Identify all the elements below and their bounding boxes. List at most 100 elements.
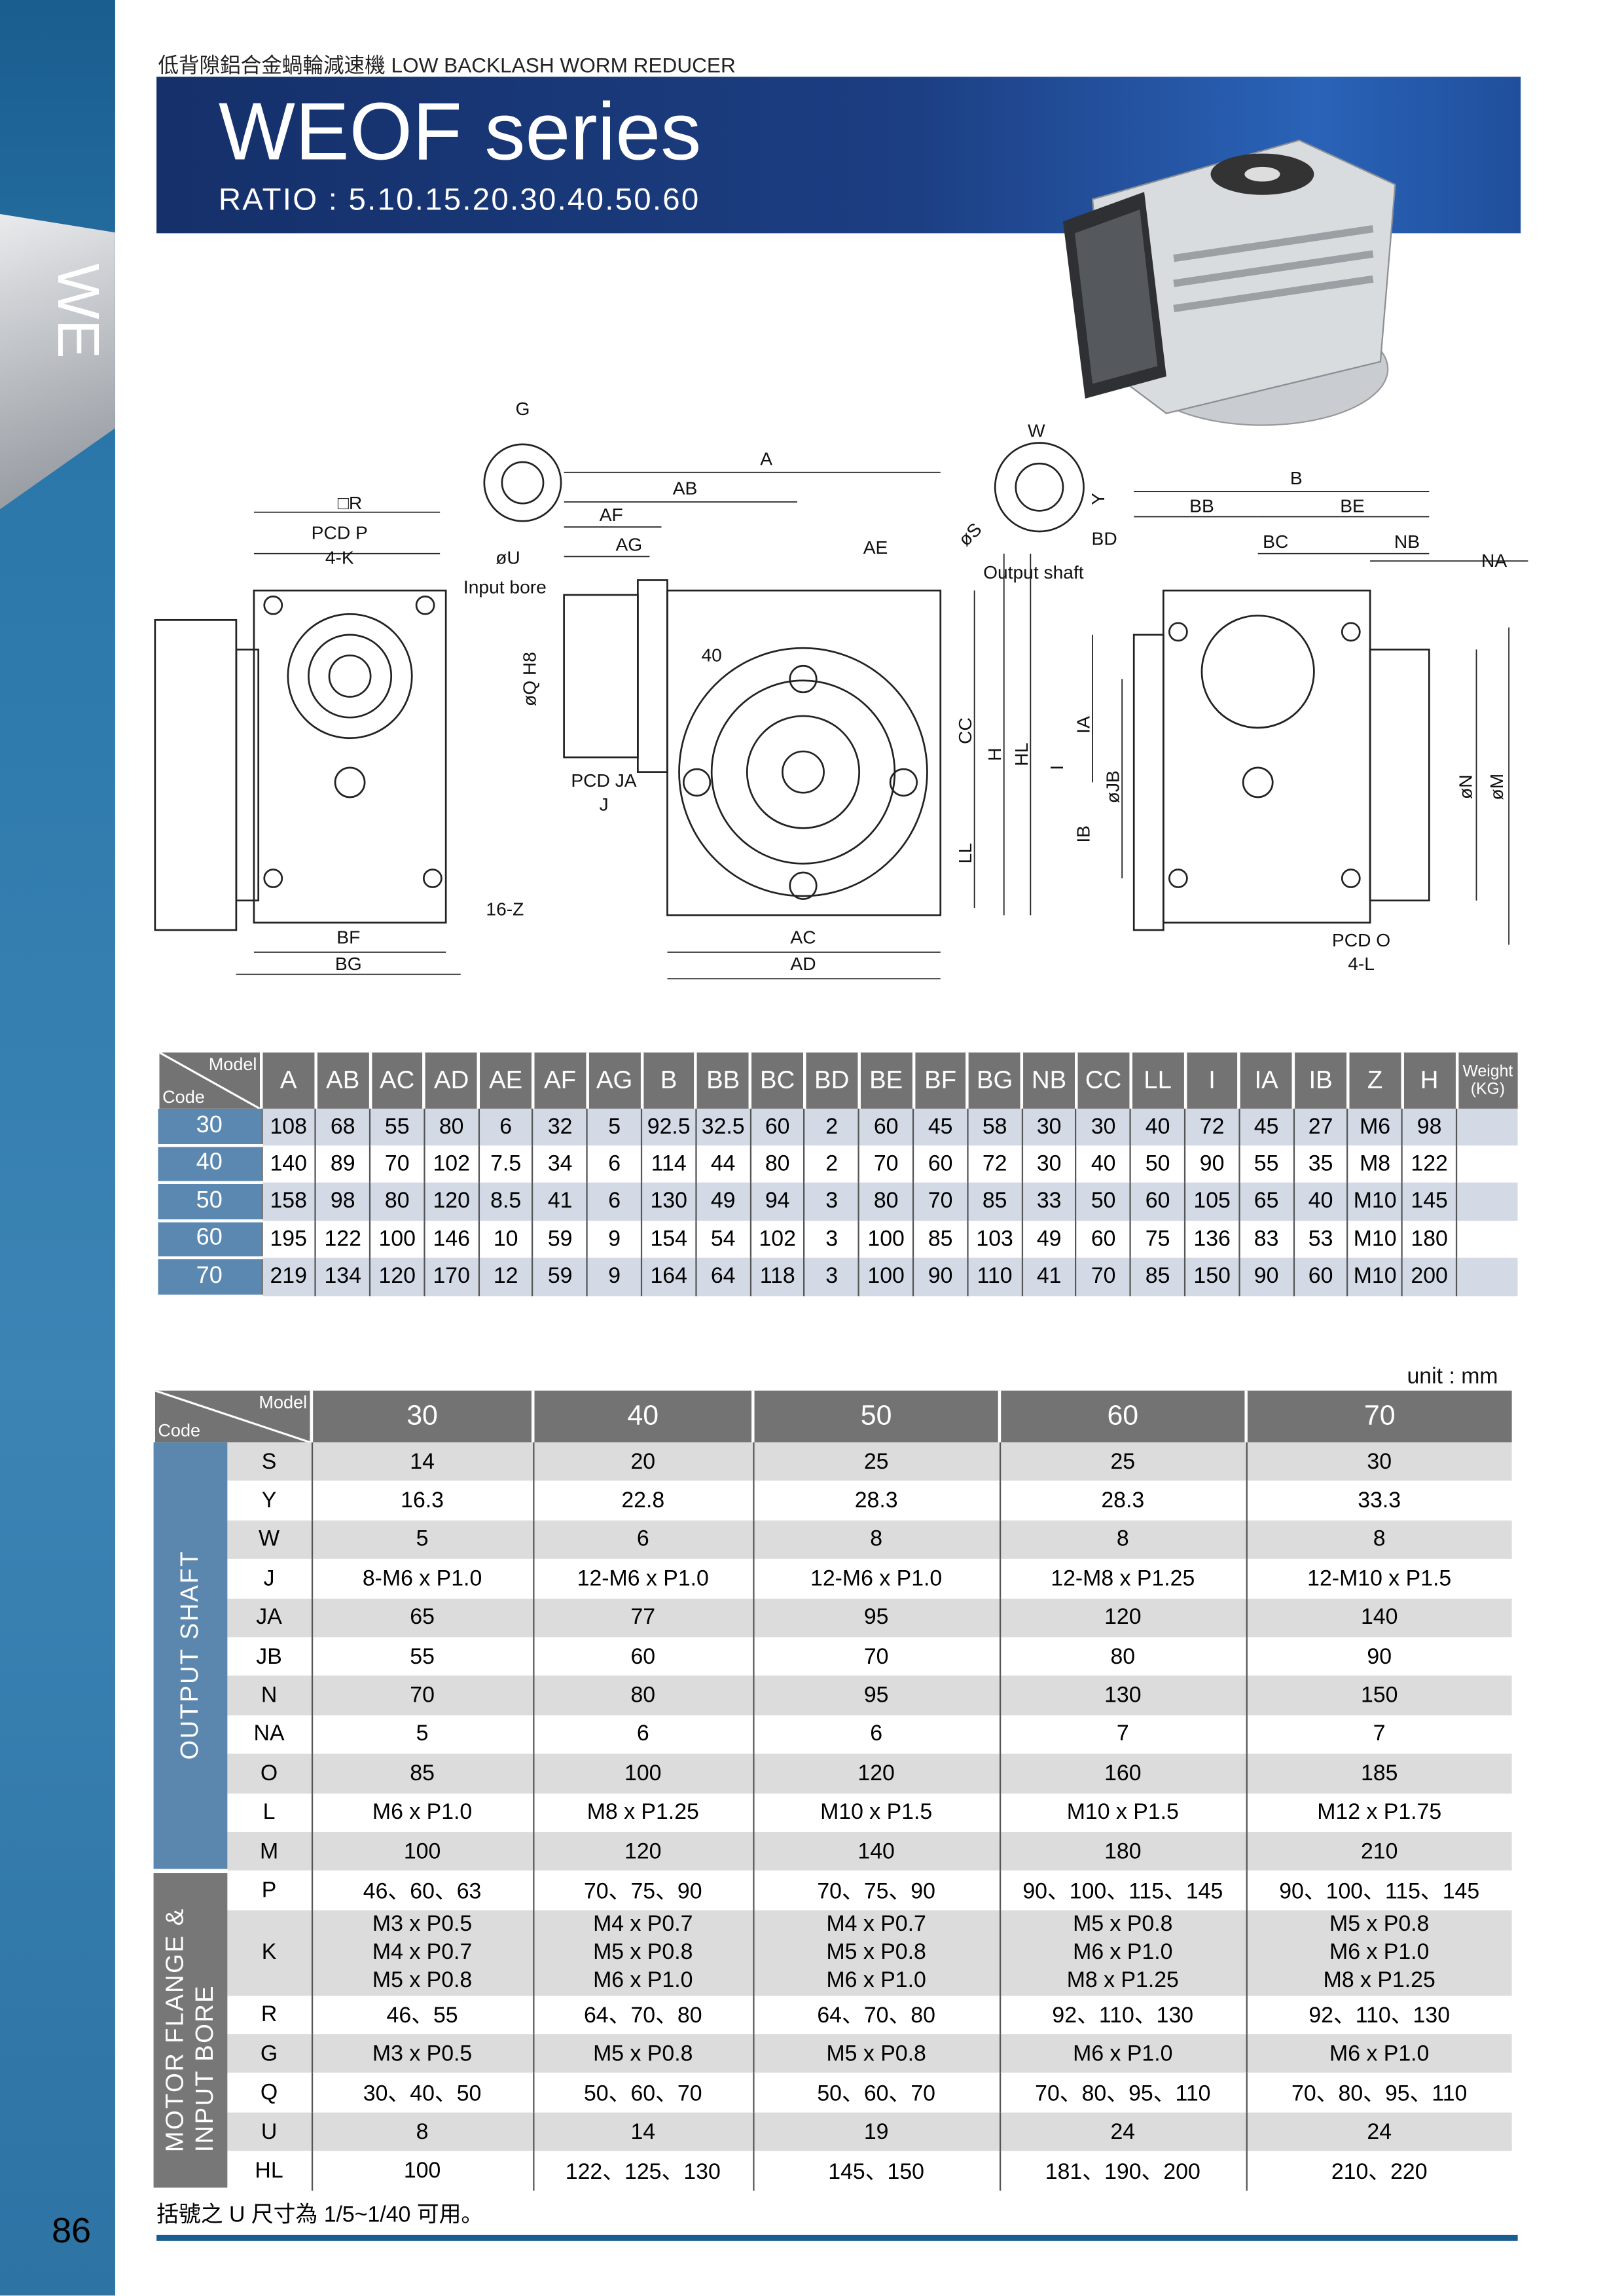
row-code: 70 [158, 1257, 262, 1297]
cell-60: M10 x P1.5 [998, 1793, 1246, 1832]
cell-30: 100 [310, 2151, 533, 2191]
column-header-af: AF [531, 1052, 588, 1109]
row-code: 50 [158, 1182, 262, 1222]
table-row: NA 5 6 6 7 7 [154, 1715, 1512, 1754]
shaft-flange-table: Model Code 30 40 50 60 70 OUTPUT SHAFT S 14 20 25 25… [152, 1390, 1512, 2193]
cell-70: M5 x P0.8 M6 x P1.0 M8 x P1.25 [1245, 1909, 1512, 1996]
group-label: OUTPUT SHAFT [153, 1442, 228, 1873]
cell-70: 185 [1245, 1753, 1512, 1793]
cell-40: 50、60、70 [532, 2073, 753, 2113]
cell-40: 120 [532, 1831, 753, 1871]
cell-30: 46、55 [310, 1995, 533, 2035]
column-header-ab: AB [314, 1052, 370, 1109]
table-row: N 70 80 95 130 150 [154, 1676, 1512, 1715]
cell-b: 164 [641, 1257, 696, 1296]
cell-40: 122、125、130 [532, 2151, 753, 2191]
cell-70: M12 x P1.75 [1245, 1793, 1512, 1832]
label-N: øN [1455, 774, 1476, 799]
column-header-ag: AG [585, 1052, 642, 1109]
cell-60: 25 [998, 1442, 1246, 1482]
cell-60: 120 [998, 1598, 1246, 1638]
model-header-40: 40 [531, 1390, 753, 1443]
page-title: WEOF series [218, 85, 702, 177]
cell-60: 90、100、115、145 [998, 1871, 1246, 1910]
cell-60: 92、110、130 [998, 1995, 1246, 2035]
cell-z: M10 [1347, 1220, 1403, 1258]
cell-a: 108 [261, 1108, 316, 1145]
label-IB: IB [1073, 825, 1094, 843]
cell-50: 19 [752, 2112, 1000, 2151]
group-label: MOTOR FLANGE & INPUT BORE [153, 1871, 228, 2193]
table-row: JB 55 60 70 80 90 [154, 1637, 1512, 1676]
label-Q: øQ H8 [519, 652, 540, 706]
cell-50: 140 [752, 1831, 1000, 1871]
cell-60: 70、80、95、110 [998, 2073, 1246, 2113]
cell-bb: 54 [695, 1220, 751, 1258]
cell-bf: 70 [912, 1182, 968, 1221]
cell-a: 140 [261, 1145, 316, 1183]
cell-ac: 55 [369, 1108, 425, 1145]
cell-ad: 146 [424, 1220, 479, 1258]
header-row: Model Code 30 40 50 60 70 [152, 1390, 1512, 1443]
cell-bb: 44 [695, 1145, 751, 1183]
corner-code: Code [158, 1420, 201, 1441]
label-BE: BE [1340, 495, 1365, 516]
cell-30: M3 x P0.5 [310, 2034, 533, 2073]
table-row: 60 195 122 100 146 10 59 9 154 54 102 3 100 85 103 49 60… [158, 1220, 1518, 1259]
label-A: A [760, 448, 772, 469]
cell-ia: 83 [1238, 1220, 1294, 1258]
group-label-text: MOTOR FLANGE & INPUT BORE [161, 1908, 220, 2153]
cell-50: M5 x P0.8 [752, 2034, 1000, 2073]
cell-h: 200 [1401, 1257, 1457, 1296]
cell-50: M4 x P0.7 M5 x P0.8 M6 x P1.0 [752, 1909, 1000, 1996]
cell-ab: 98 [315, 1182, 370, 1221]
cell-60: 130 [998, 1676, 1246, 1715]
cell-50: 25 [752, 1442, 1000, 1482]
column-header-i: I [1183, 1052, 1240, 1109]
cell-b: 154 [641, 1220, 696, 1258]
corner-diagonal [154, 1390, 310, 1443]
cell-ae: 8.5 [478, 1182, 533, 1221]
cell-40: 64、70、80 [532, 1995, 753, 2035]
cell-30: 46、60、63 [310, 1871, 533, 1910]
cell-bf: 45 [912, 1108, 968, 1145]
dimension-drawing: G A AB □R PCD P 4-K AF AG øU Input bore … [154, 398, 1528, 980]
label-PCD-O: PCD O [1332, 929, 1390, 950]
label-M: øM [1486, 774, 1507, 800]
cell-z: M10 [1347, 1257, 1403, 1296]
column-header-be: BE [857, 1052, 914, 1109]
cell-60: 28.3 [998, 1481, 1246, 1520]
cell-be: 60 [858, 1108, 914, 1145]
corner-header: Model Code [159, 1052, 260, 1109]
label-CC: CC [954, 717, 975, 744]
label-S: øS [954, 518, 986, 550]
cell-50: 70 [752, 1637, 1000, 1676]
cell-b: 92.5 [641, 1108, 696, 1145]
column-header-ia: IA [1237, 1052, 1294, 1109]
cell-weight [1455, 1257, 1518, 1296]
label-Y: Y [1087, 493, 1108, 505]
cell-af: 34 [532, 1145, 588, 1183]
label-H: H [984, 747, 1005, 761]
cell-bd: 3 [804, 1257, 859, 1296]
cell-ag: 6 [586, 1182, 642, 1221]
label-JB: øJB [1102, 770, 1123, 803]
cell-bf: 60 [912, 1145, 968, 1183]
cell-30: 5 [310, 1520, 533, 1560]
column-header-bc: BC [748, 1052, 805, 1109]
cell-ad: 102 [424, 1145, 479, 1183]
label-AG: AG [615, 533, 642, 554]
group-label-text: OUTPUT SHAFT [175, 1551, 204, 1761]
cell-30: 8-M6 x P1.0 [310, 1559, 533, 1598]
cell-40: M4 x P0.7 M5 x P0.8 M6 x P1.0 [532, 1909, 753, 1996]
label-BB: BB [1189, 495, 1214, 516]
cell-bc: 94 [749, 1182, 805, 1221]
cell-70: 90 [1245, 1637, 1512, 1676]
cell-70: 30 [1245, 1442, 1512, 1482]
table-row: R 46、55 64、70、80 64、70、80 92、110、130 92、110、1… [154, 1995, 1512, 2035]
cell-weight [1455, 1182, 1518, 1221]
cell-70: 7 [1245, 1715, 1512, 1754]
cell-i: 105 [1184, 1182, 1240, 1221]
cell-60: M6 x P1.0 [998, 2034, 1246, 2073]
unit-label: unit : mm [1407, 1364, 1498, 1390]
